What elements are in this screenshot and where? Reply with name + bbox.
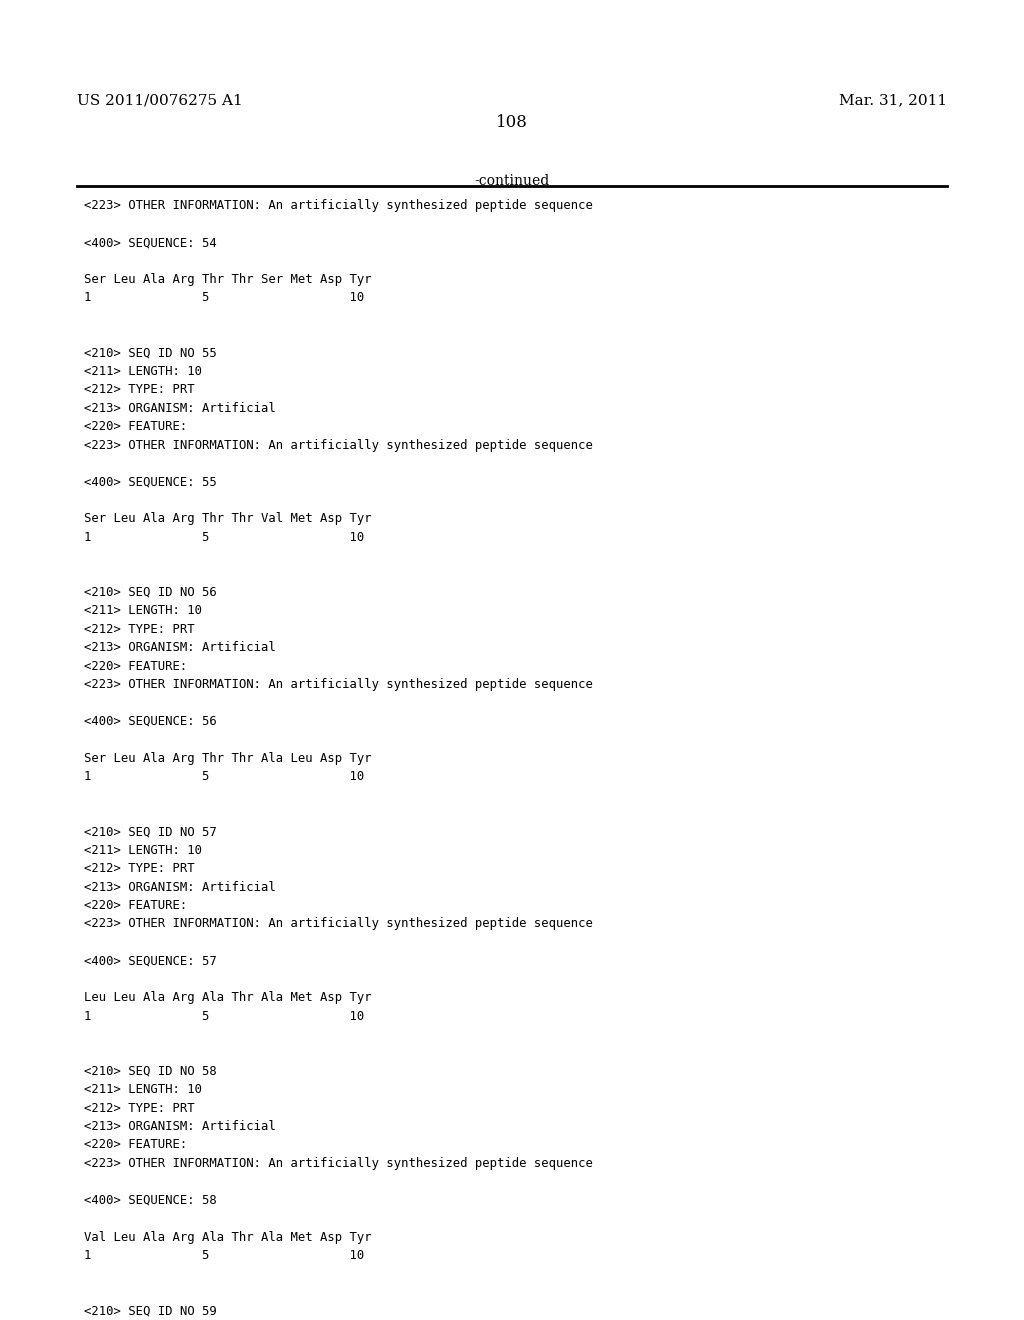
Text: Ser Leu Ala Arg Thr Thr Val Met Asp Tyr: Ser Leu Ala Arg Thr Thr Val Met Asp Tyr <box>84 512 372 525</box>
Text: Ser Leu Ala Arg Thr Thr Ser Met Asp Tyr: Ser Leu Ala Arg Thr Thr Ser Met Asp Tyr <box>84 273 372 286</box>
Text: <220> FEATURE:: <220> FEATURE: <box>84 660 187 673</box>
Text: <211> LENGTH: 10: <211> LENGTH: 10 <box>84 366 202 378</box>
Text: <210> SEQ ID NO 58: <210> SEQ ID NO 58 <box>84 1065 217 1077</box>
Text: <211> LENGTH: 10: <211> LENGTH: 10 <box>84 605 202 618</box>
Text: 1               5                   10: 1 5 10 <box>84 770 365 783</box>
Text: <212> TYPE: PRT: <212> TYPE: PRT <box>84 623 195 636</box>
Text: <210> SEQ ID NO 59: <210> SEQ ID NO 59 <box>84 1304 217 1317</box>
Text: <220> FEATURE:: <220> FEATURE: <box>84 899 187 912</box>
Text: <223> OTHER INFORMATION: An artificially synthesized peptide sequence: <223> OTHER INFORMATION: An artificially… <box>84 678 593 692</box>
Text: <400> SEQUENCE: 54: <400> SEQUENCE: 54 <box>84 236 217 249</box>
Text: <400> SEQUENCE: 56: <400> SEQUENCE: 56 <box>84 715 217 727</box>
Text: <213> ORGANISM: Artificial: <213> ORGANISM: Artificial <box>84 642 275 655</box>
Text: <223> OTHER INFORMATION: An artificially synthesized peptide sequence: <223> OTHER INFORMATION: An artificially… <box>84 438 593 451</box>
Text: <213> ORGANISM: Artificial: <213> ORGANISM: Artificial <box>84 1119 275 1133</box>
Text: <212> TYPE: PRT: <212> TYPE: PRT <box>84 862 195 875</box>
Text: Mar. 31, 2011: Mar. 31, 2011 <box>839 92 947 107</box>
Text: 1               5                   10: 1 5 10 <box>84 531 365 544</box>
Text: US 2011/0076275 A1: US 2011/0076275 A1 <box>77 92 243 107</box>
Text: -continued: -continued <box>474 174 550 189</box>
Text: <212> TYPE: PRT: <212> TYPE: PRT <box>84 1102 195 1114</box>
Text: Ser Leu Ala Arg Thr Thr Ala Leu Asp Tyr: Ser Leu Ala Arg Thr Thr Ala Leu Asp Tyr <box>84 752 372 764</box>
Text: <213> ORGANISM: Artificial: <213> ORGANISM: Artificial <box>84 401 275 414</box>
Text: <210> SEQ ID NO 55: <210> SEQ ID NO 55 <box>84 347 217 359</box>
Text: <400> SEQUENCE: 58: <400> SEQUENCE: 58 <box>84 1193 217 1206</box>
Text: <210> SEQ ID NO 56: <210> SEQ ID NO 56 <box>84 586 217 599</box>
Text: <223> OTHER INFORMATION: An artificially synthesized peptide sequence: <223> OTHER INFORMATION: An artificially… <box>84 917 593 931</box>
Text: <213> ORGANISM: Artificial: <213> ORGANISM: Artificial <box>84 880 275 894</box>
Text: 1               5                   10: 1 5 10 <box>84 1010 365 1023</box>
Text: <223> OTHER INFORMATION: An artificially synthesized peptide sequence: <223> OTHER INFORMATION: An artificially… <box>84 1156 593 1170</box>
Text: 1               5                   10: 1 5 10 <box>84 1249 365 1262</box>
Text: <211> LENGTH: 10: <211> LENGTH: 10 <box>84 1084 202 1096</box>
Text: <220> FEATURE:: <220> FEATURE: <box>84 1138 187 1151</box>
Text: 1               5                   10: 1 5 10 <box>84 292 365 305</box>
Text: <220> FEATURE:: <220> FEATURE: <box>84 420 187 433</box>
Text: <211> LENGTH: 10: <211> LENGTH: 10 <box>84 843 202 857</box>
Text: <223> OTHER INFORMATION: An artificially synthesized peptide sequence: <223> OTHER INFORMATION: An artificially… <box>84 199 593 213</box>
Text: <400> SEQUENCE: 55: <400> SEQUENCE: 55 <box>84 475 217 488</box>
Text: <400> SEQUENCE: 57: <400> SEQUENCE: 57 <box>84 954 217 968</box>
Text: Val Leu Ala Arg Ala Thr Ala Met Asp Tyr: Val Leu Ala Arg Ala Thr Ala Met Asp Tyr <box>84 1230 372 1243</box>
Text: 108: 108 <box>496 115 528 131</box>
Text: <210> SEQ ID NO 57: <210> SEQ ID NO 57 <box>84 825 217 838</box>
Text: Leu Leu Ala Arg Ala Thr Ala Met Asp Tyr: Leu Leu Ala Arg Ala Thr Ala Met Asp Tyr <box>84 991 372 1005</box>
Text: <212> TYPE: PRT: <212> TYPE: PRT <box>84 383 195 396</box>
